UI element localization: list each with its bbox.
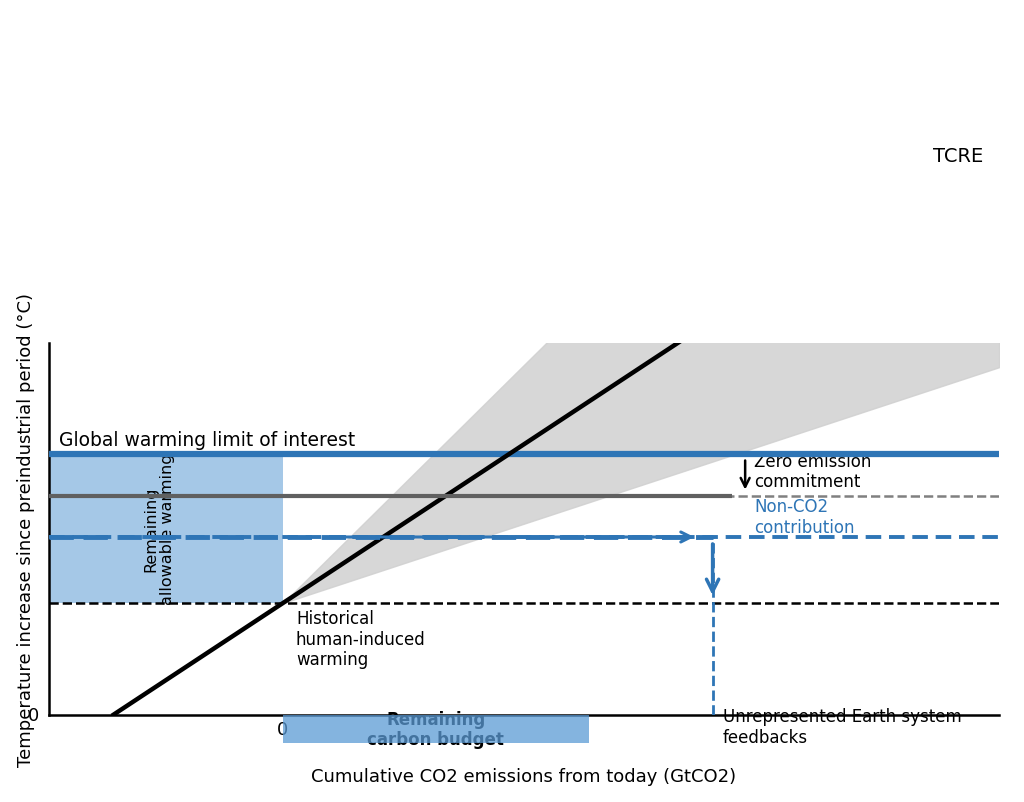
Text: Zero emission
commitment: Zero emission commitment [755,452,871,491]
Text: Unrepresented Earth system
feedbacks: Unrepresented Earth system feedbacks [723,707,962,746]
Bar [283,715,589,743]
Text: 0: 0 [278,719,289,738]
Text: Non-CO2
contribution: Non-CO2 contribution [755,497,855,536]
Text: Remaining
carbon budget: Remaining carbon budget [368,710,505,748]
Y-axis label: Temperature increase since preindustrial period (°C): Temperature increase since preindustrial… [16,293,35,766]
Text: Historical
human-induced
warming: Historical human-induced warming [296,609,426,669]
Text: Global warming limit of interest: Global warming limit of interest [59,430,355,449]
Text: TCRE: TCRE [933,147,983,166]
Text: Remaining
allowable warming: Remaining allowable warming [143,453,175,605]
X-axis label: Cumulative CO2 emissions from today (GtCO2): Cumulative CO2 emissions from today (GtC… [311,768,736,785]
Bar [48,455,283,603]
Text: 0: 0 [29,706,40,723]
